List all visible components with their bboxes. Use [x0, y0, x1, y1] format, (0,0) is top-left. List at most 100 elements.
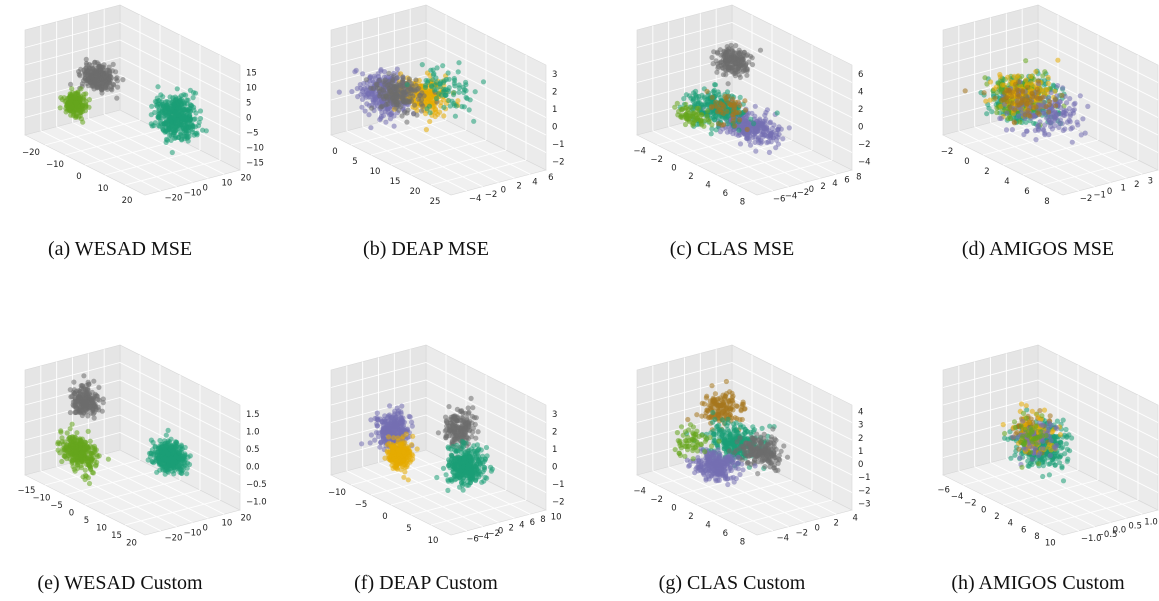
data-point	[378, 439, 384, 446]
data-point	[745, 133, 751, 139]
tick-label: 4	[705, 181, 710, 191]
data-point	[168, 444, 174, 450]
data-point	[391, 435, 397, 441]
data-point	[359, 104, 365, 110]
data-point	[1005, 74, 1011, 80]
tick-label: −10	[33, 493, 51, 503]
data-point	[1042, 122, 1048, 128]
data-point	[113, 69, 119, 75]
data-point	[683, 92, 689, 98]
data-point	[80, 383, 86, 389]
data-point	[718, 63, 724, 69]
data-point	[1003, 127, 1010, 133]
data-point	[986, 105, 992, 111]
data-point	[741, 130, 747, 136]
data-point	[786, 125, 792, 131]
data-point	[89, 66, 95, 72]
data-point	[438, 99, 444, 105]
tick-label: 10	[222, 519, 233, 529]
data-point	[89, 399, 95, 405]
data-point	[368, 417, 374, 423]
data-point	[441, 113, 447, 119]
data-point	[768, 131, 774, 137]
data-point	[409, 423, 415, 429]
tick-label: 0	[809, 185, 814, 195]
data-point	[114, 95, 120, 101]
data-point	[383, 119, 389, 125]
data-point	[697, 117, 704, 123]
tick-label: −6	[773, 194, 786, 204]
data-point	[189, 122, 195, 129]
data-point	[163, 128, 169, 134]
data-point	[456, 82, 462, 88]
data-point	[82, 467, 88, 473]
data-point	[982, 75, 988, 81]
data-point	[1051, 110, 1057, 116]
data-point	[80, 392, 86, 398]
data-point	[148, 437, 154, 443]
tick-label: 6	[548, 173, 553, 183]
data-point	[149, 103, 155, 109]
data-point	[377, 444, 383, 450]
data-point	[749, 62, 756, 68]
data-point	[88, 80, 94, 86]
data-point	[74, 459, 81, 465]
data-point	[382, 108, 388, 115]
data-point	[732, 123, 738, 129]
data-point	[86, 480, 93, 487]
data-point	[88, 73, 94, 79]
data-point	[92, 77, 98, 83]
data-point	[767, 120, 773, 126]
data-point	[360, 71, 366, 77]
data-point	[165, 469, 171, 475]
data-point	[166, 110, 172, 116]
tick-label: −10	[246, 144, 264, 154]
data-point	[423, 127, 429, 133]
data-point	[1027, 113, 1033, 119]
data-point	[164, 121, 170, 127]
data-point	[1007, 104, 1013, 111]
data-point	[464, 95, 470, 102]
data-point	[366, 112, 372, 118]
tick-label: 0.5	[246, 445, 260, 455]
data-point	[91, 378, 97, 384]
data-point	[1024, 100, 1030, 106]
data-point	[374, 423, 380, 429]
data-point	[349, 89, 355, 95]
data-point	[681, 96, 687, 102]
data-point	[1004, 110, 1010, 116]
data-point	[722, 58, 728, 64]
data-point	[88, 466, 94, 472]
data-point	[173, 439, 179, 446]
data-point	[410, 433, 416, 439]
data-point	[74, 106, 80, 112]
data-point	[1008, 115, 1014, 121]
data-point	[71, 379, 77, 385]
data-point	[100, 396, 106, 402]
tick-label: 10	[246, 84, 257, 94]
data-point	[726, 46, 732, 52]
tick-label: 0.0	[246, 462, 260, 472]
data-point	[675, 112, 681, 118]
data-point	[398, 103, 404, 110]
tick-label: 2	[984, 167, 989, 177]
data-point	[1036, 111, 1042, 117]
data-point	[419, 62, 425, 68]
data-point	[709, 126, 715, 132]
tick-label: 10	[222, 179, 233, 189]
data-point	[715, 89, 721, 95]
data-point	[992, 95, 998, 101]
data-point	[718, 109, 724, 115]
data-point	[708, 131, 714, 137]
data-point	[157, 98, 163, 104]
data-point	[713, 127, 719, 133]
data-point	[456, 89, 462, 95]
data-point	[1016, 79, 1022, 85]
tick-label: −2	[485, 190, 498, 200]
data-point	[720, 126, 726, 132]
data-point	[169, 149, 175, 156]
data-point	[705, 108, 711, 114]
